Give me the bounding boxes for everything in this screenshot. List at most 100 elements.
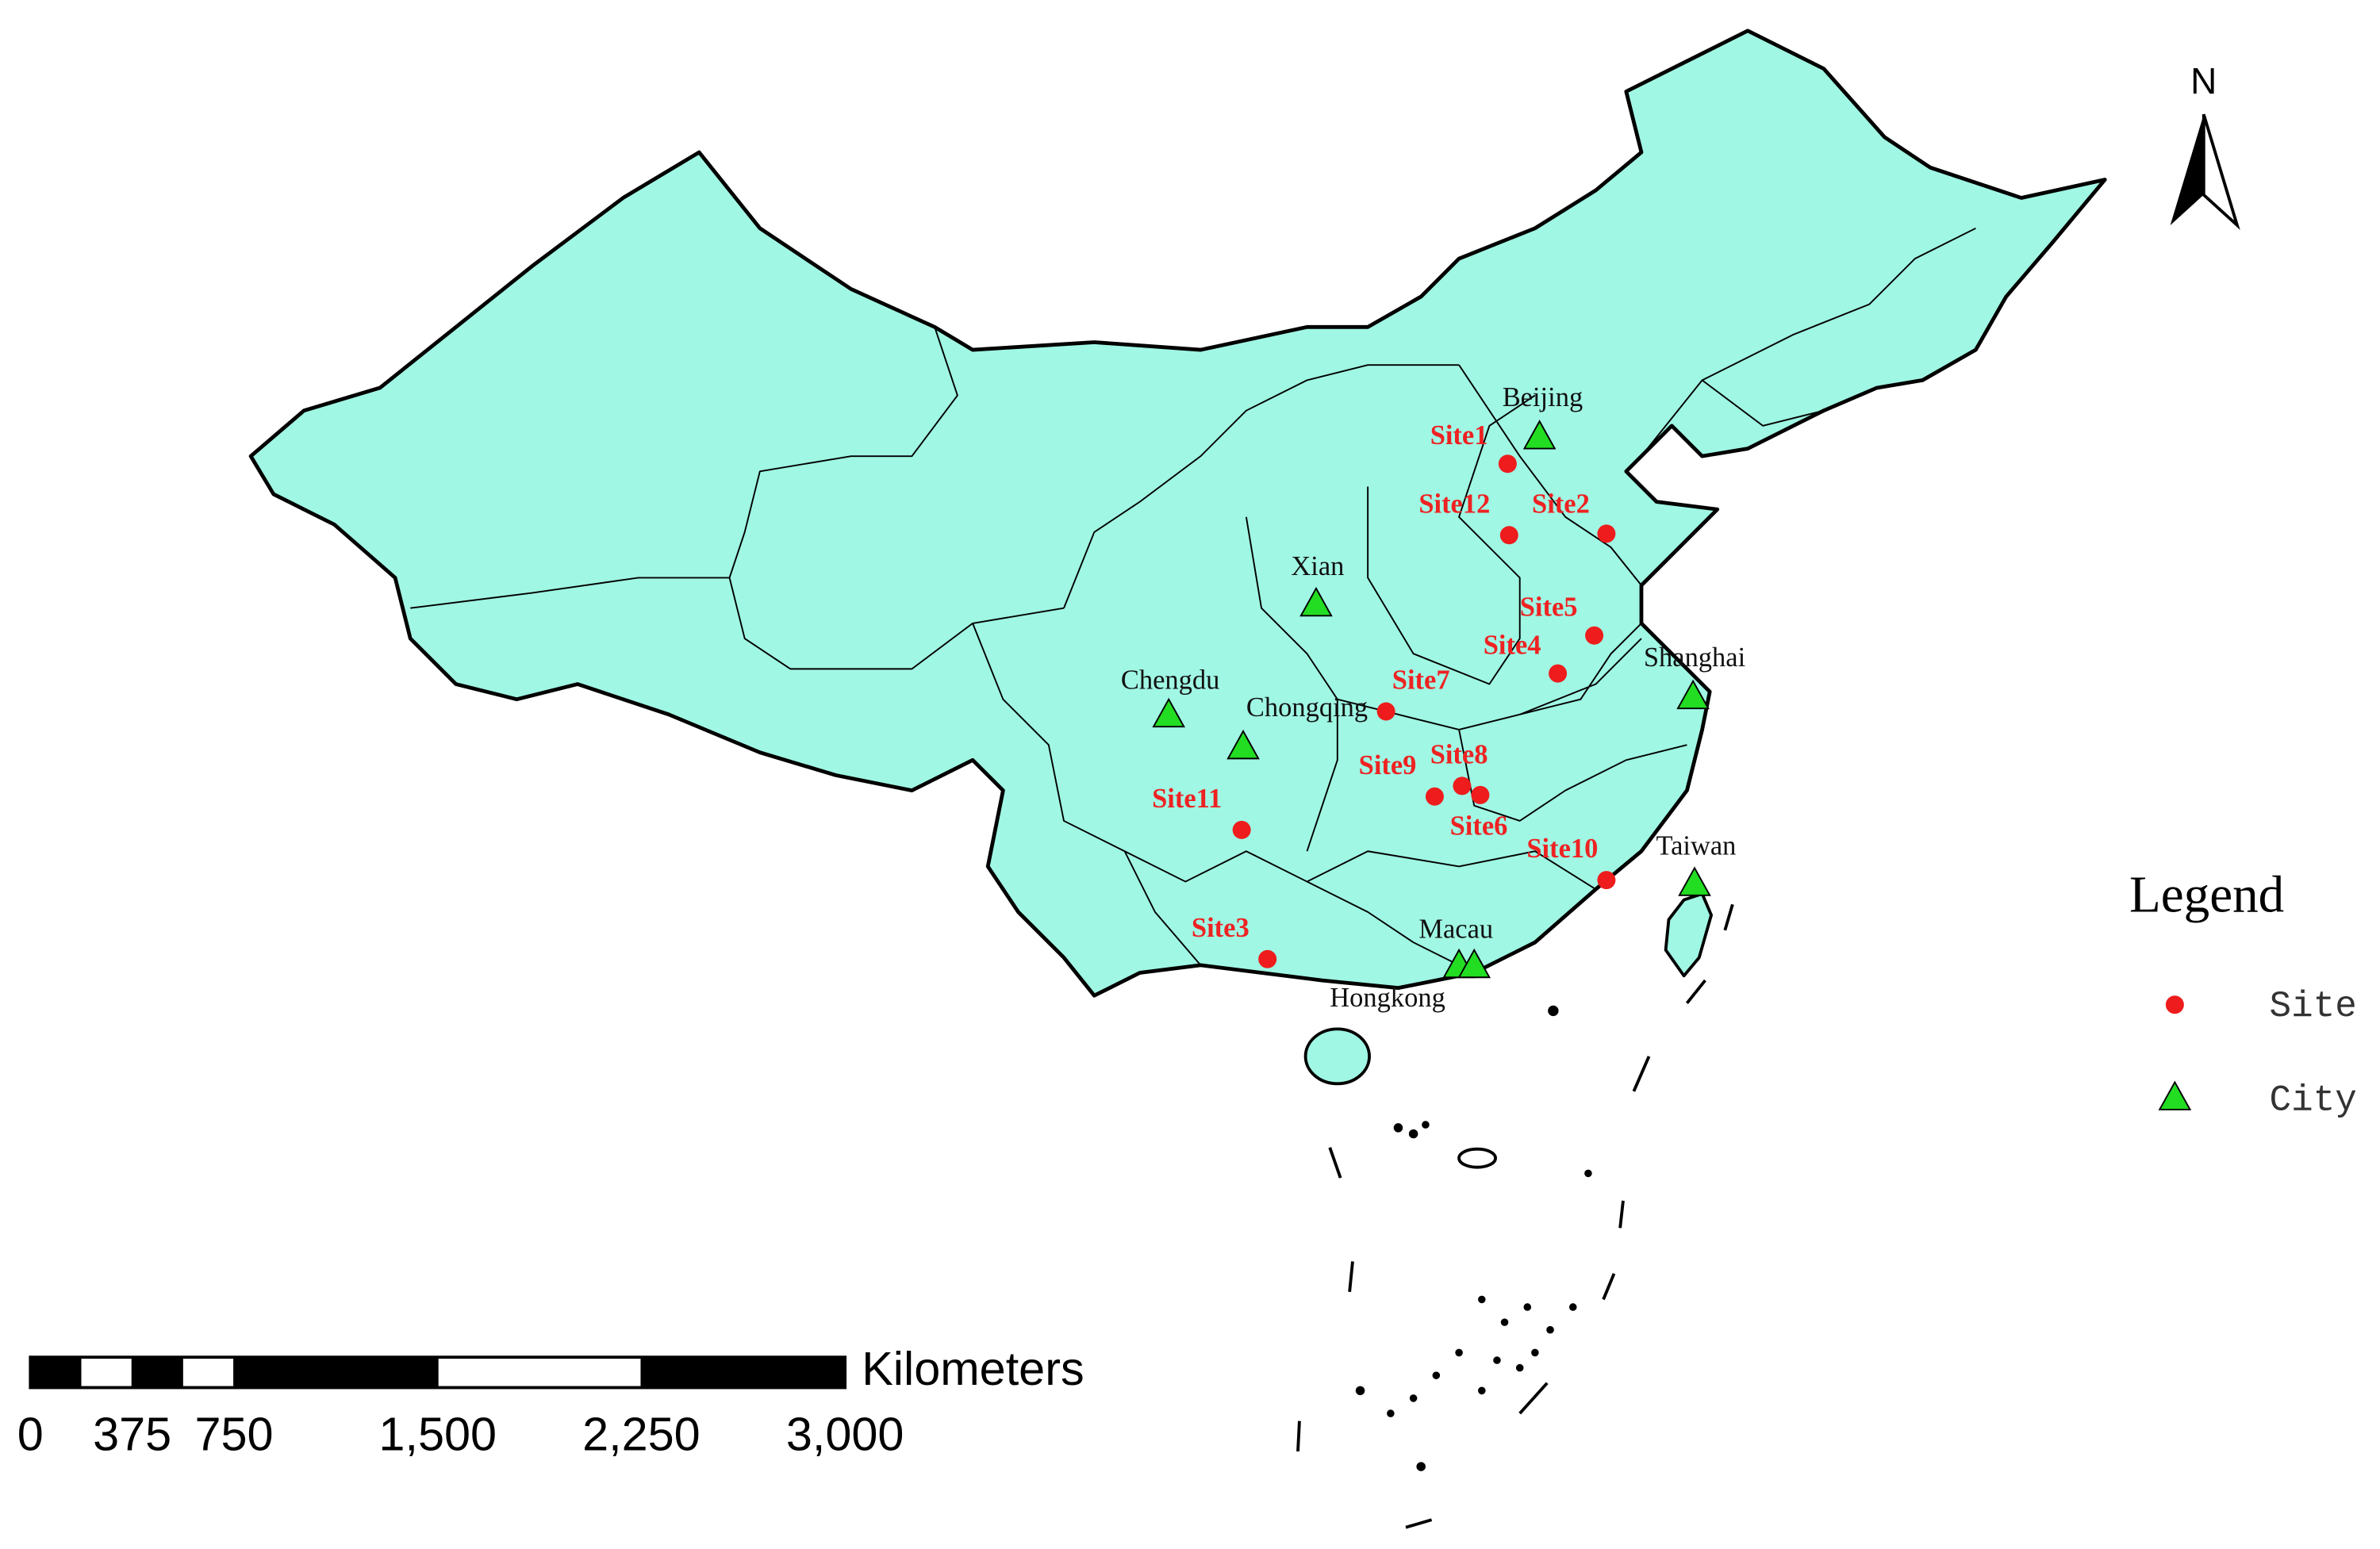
scale-segment xyxy=(30,1357,82,1388)
border xyxy=(410,577,730,609)
city-label: Xian xyxy=(1291,551,1344,581)
island xyxy=(1457,1147,1497,1169)
island xyxy=(1393,1123,1403,1133)
island xyxy=(1531,1348,1539,1357)
island xyxy=(1408,1129,1418,1139)
city-marker xyxy=(1152,697,1185,728)
dash xyxy=(1685,979,1706,1005)
island xyxy=(1546,1325,1554,1334)
site-marker xyxy=(1499,526,1518,545)
city-label: Chengdu xyxy=(1121,665,1219,696)
arrow-right xyxy=(2202,113,2240,231)
scale-segment xyxy=(234,1357,438,1388)
china-outline xyxy=(248,29,2107,998)
dash xyxy=(1618,1200,1625,1229)
legend-site-symbol xyxy=(2165,995,2184,1014)
hainan xyxy=(1303,1027,1371,1086)
border xyxy=(728,327,1065,670)
dash xyxy=(1296,1421,1301,1452)
site-marker xyxy=(1549,664,1568,683)
border xyxy=(1702,379,1825,427)
city-label: Hongkong xyxy=(1330,983,1445,1013)
site-marker xyxy=(1471,785,1490,804)
city-marker xyxy=(1522,420,1557,450)
site-label: Site6 xyxy=(1450,811,1508,841)
site-marker xyxy=(1585,626,1604,645)
legend: Legend Site City xyxy=(2129,866,2357,1121)
site-label: Site11 xyxy=(1152,784,1222,814)
dash xyxy=(1348,1261,1354,1292)
dash xyxy=(1405,1518,1433,1529)
border xyxy=(1063,364,1460,609)
site-label: Site10 xyxy=(1526,834,1598,864)
border xyxy=(1367,394,1536,685)
scale-tick-label: 3,000 xyxy=(786,1407,904,1460)
island xyxy=(1500,1318,1509,1326)
islands xyxy=(1355,1005,1592,1471)
scale-tick-label: 2,250 xyxy=(582,1407,701,1460)
city-label: Chongqing xyxy=(1246,692,1368,723)
legend-city-symbol xyxy=(2158,1080,2192,1110)
site-marker xyxy=(1376,702,1395,721)
land xyxy=(248,29,2107,1086)
city-marker xyxy=(1678,866,1711,896)
site-label: Site9 xyxy=(1359,750,1417,780)
markers: Beijing Xian Chengdu Chongqing Shanghai Taiwa… xyxy=(1121,382,1745,1013)
island xyxy=(1493,1356,1501,1364)
border xyxy=(1458,364,1642,586)
site-marker xyxy=(1597,524,1616,543)
site-label: Site3 xyxy=(1192,913,1250,943)
dash xyxy=(1328,1147,1342,1179)
north-arrow: N xyxy=(2170,60,2240,231)
island xyxy=(1409,1394,1418,1402)
site-label: Site12 xyxy=(1418,489,1490,519)
scale-tick-label: 750 xyxy=(194,1407,273,1460)
border xyxy=(1307,880,1475,974)
site-label: Site8 xyxy=(1430,739,1488,769)
island xyxy=(1416,1462,1426,1471)
site-label: Site1 xyxy=(1430,420,1488,451)
border xyxy=(1519,623,1642,715)
dash xyxy=(1518,1382,1549,1415)
legend-label: Site xyxy=(2270,986,2357,1027)
border xyxy=(1123,850,1202,966)
island xyxy=(1432,1371,1441,1379)
city-label: Taiwan xyxy=(1656,830,1736,861)
island xyxy=(1548,1005,1559,1017)
island xyxy=(1584,1169,1592,1178)
scale-tick-label: 375 xyxy=(93,1407,171,1460)
north-label: N xyxy=(2190,60,2217,102)
arrow-left xyxy=(2170,114,2204,225)
island xyxy=(1387,1409,1395,1417)
province-borders xyxy=(410,227,1976,974)
site-marker xyxy=(1258,949,1277,968)
city-marker xyxy=(1676,679,1710,710)
city-marker xyxy=(1226,729,1260,760)
city-marker xyxy=(1299,586,1333,617)
island xyxy=(1422,1121,1430,1129)
legend-title: Legend xyxy=(2129,866,2284,923)
scale-tick-label: 1,500 xyxy=(378,1407,497,1460)
island xyxy=(1478,1295,1486,1304)
island xyxy=(1568,1303,1577,1311)
site-label: Site4 xyxy=(1484,630,1541,660)
site-marker xyxy=(1425,787,1444,806)
island xyxy=(1515,1363,1524,1372)
site-label: Site5 xyxy=(1520,592,1578,623)
island xyxy=(1355,1386,1365,1396)
scale-unit: Kilometers xyxy=(862,1342,1084,1395)
city-marker xyxy=(1457,948,1491,979)
border xyxy=(1245,516,1338,852)
site-marker xyxy=(1453,776,1472,796)
dash xyxy=(1723,903,1734,931)
legend-label: City xyxy=(2270,1080,2357,1121)
city-label: Shanghai xyxy=(1644,642,1745,673)
site-label: Site2 xyxy=(1532,489,1590,519)
border xyxy=(1641,227,1976,457)
site-marker xyxy=(1498,454,1517,474)
island xyxy=(1478,1386,1486,1395)
city-label: Macau xyxy=(1418,914,1493,945)
island xyxy=(1523,1303,1532,1311)
